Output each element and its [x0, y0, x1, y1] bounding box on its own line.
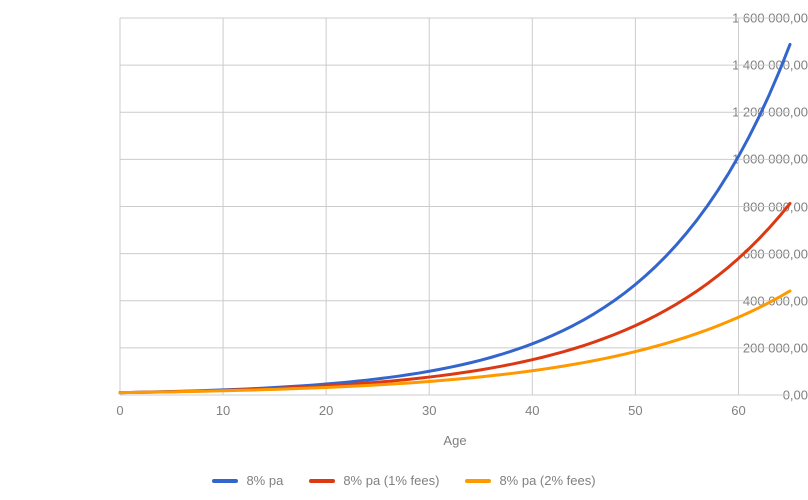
legend-swatch: [465, 479, 491, 483]
series-line-s8: [120, 44, 790, 392]
legend-swatch: [212, 479, 238, 483]
legend-swatch: [309, 479, 335, 483]
chart-legend: 8% pa 8% pa (1% fees) 8% pa (2% fees): [0, 473, 808, 488]
chart-plot-area: [0, 0, 808, 500]
series-line-s7: [120, 204, 790, 393]
series-line-s6: [120, 291, 790, 393]
legend-item-s8[interactable]: 8% pa: [212, 473, 283, 488]
legend-item-s7[interactable]: 8% pa (1% fees): [309, 473, 439, 488]
compound-growth-chart: 0,00200 000,00400 000,00600 000,00800 00…: [0, 0, 808, 500]
legend-label: 8% pa (2% fees): [499, 473, 595, 488]
legend-label: 8% pa (1% fees): [343, 473, 439, 488]
legend-label: 8% pa: [246, 473, 283, 488]
legend-item-s6[interactable]: 8% pa (2% fees): [465, 473, 595, 488]
